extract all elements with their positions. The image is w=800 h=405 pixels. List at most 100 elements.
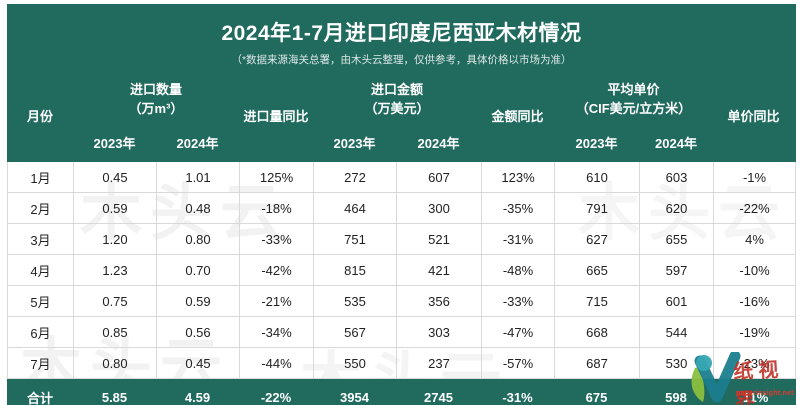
cell-amt-2023: 535 [314,286,397,317]
cell-price-yoy: 4% [714,224,795,255]
cell-month: 7月 [8,348,74,379]
cell-price-2023: 668 [555,317,640,348]
cell-amt-2024: 421 [397,255,482,286]
cell-qty-2024: 1.01 [157,162,240,193]
cell-price-2024: 544 [640,317,714,348]
col-header-avg-price: 平均单价 （CIF美元/立方米） [554,72,713,126]
table-row: 7月 0.80 0.45 -44% 550 237 -57% 687 530 -… [8,348,795,379]
cell-amt-2023: 815 [314,255,397,286]
page-subtitle: （*数据来源海关总署，由木头云整理，仅供参考，具体价格以市场为准） [231,54,572,66]
cell-price-2024: 601 [640,286,714,317]
table-header: 2024年1-7月进口印度尼西亚木材情况 （*数据来源海关总署，由木头云整理，仅… [7,4,796,162]
cell-amt-yoy: -47% [482,317,555,348]
col-header-import-quantity-line1: 进口数量 [129,81,182,97]
cell-amt-yoy: -57% [482,348,555,379]
total-amt-yoy: -31% [502,389,533,405]
col-header-quantity-yoy: 进口量同比 [243,109,309,125]
table-total-row: 合计 5.85 4.59 -22% 3954 2745 -31% 675 598… [7,382,796,405]
cell-price-2024: 597 [640,255,714,286]
cell-qty-2024: 0.56 [157,317,240,348]
total-price-yoy: -11% [738,389,769,405]
cell-amt-2023: 272 [314,162,397,193]
cell-amt-2024: 303 [397,317,482,348]
cell-amt-2024: 521 [397,224,482,255]
column-header-grid: 月份 进口数量 （万m³） 进口量同比 进口金额 （万美元） 金额同比 平均单价… [7,72,796,162]
cell-qty-2023: 0.80 [74,348,157,379]
table-body: 1月 0.45 1.01 125% 272 607 123% 610 603 -… [7,162,796,379]
total-qty-yoy: -22% [260,389,292,405]
cell-qty-yoy: -44% [240,348,314,379]
cell-qty-2023: 1.23 [74,255,157,286]
table-row: 4月 1.23 0.70 -42% 815 421 -48% 665 597 -… [8,255,795,286]
cell-qty-2024: 0.70 [157,255,240,286]
total-qty-2023: 5.85 [101,389,128,405]
cell-price-2023: 687 [555,348,640,379]
cell-price-2023: 791 [555,193,640,224]
cell-price-yoy: -22% [714,193,795,224]
cell-price-yoy: -1% [714,162,795,193]
col-header-amount-yoy: 金额同比 [491,109,544,125]
cell-qty-2024: 0.59 [157,286,240,317]
cell-price-2024: 620 [640,193,714,224]
paperinsight-logo: 纸视界 paperinsight.net [686,352,798,405]
cell-amt-2024: 356 [397,286,482,317]
cell-month: 1月 [8,162,74,193]
cell-price-2024: 530 [640,348,714,379]
cell-qty-2023: 0.45 [74,162,157,193]
cell-month: 3月 [8,224,74,255]
cell-amt-2023: 567 [314,317,397,348]
col-header-qty-2023: 2023年 [93,136,136,152]
total-separator-line [7,379,796,382]
col-header-amt-2023: 2023年 [333,136,376,152]
col-header-import-quantity: 进口数量 （万m³） [73,72,239,126]
cell-price-yoy: -23% [714,348,795,379]
timber-import-table: 2024年1-7月进口印度尼西亚木材情况 （*数据来源海关总署，由木头云整理，仅… [7,4,796,405]
cell-price-2023: 627 [555,224,640,255]
total-qty-2024: 4.59 [184,389,211,405]
page-title: 2024年1-7月进口印度尼西亚木材情况 [221,22,582,45]
cell-amt-2023: 464 [314,193,397,224]
cell-qty-yoy: -34% [240,317,314,348]
table-row: 6月 0.85 0.56 -34% 567 303 -47% 668 544 -… [8,317,795,348]
col-header-month: 月份 [26,109,53,125]
cell-price-2023: 715 [555,286,640,317]
cell-amt-2024: 237 [397,348,482,379]
total-price-2024: 598 [665,389,687,405]
cell-amt-2024: 607 [397,162,482,193]
total-month: 合计 [26,390,53,405]
table-row: 1月 0.45 1.01 125% 272 607 123% 610 603 -… [8,162,795,193]
col-header-import-amount-line2: （万美元） [364,101,430,116]
cell-amt-yoy: -35% [482,193,555,224]
col-header-qty-2024: 2024年 [176,136,219,152]
total-amt-2024: 2745 [424,389,453,405]
cell-qty-2024: 0.48 [157,193,240,224]
cell-qty-2023: 0.59 [74,193,157,224]
cell-month: 4月 [8,255,74,286]
cell-price-2023: 665 [555,255,640,286]
col-header-price-2023: 2023年 [575,136,618,152]
cell-month: 2月 [8,193,74,224]
cell-amt-2024: 300 [397,193,482,224]
col-header-avg-price-line2: （CIF美元/立方米） [575,101,692,116]
cell-price-2024: 655 [640,224,714,255]
col-header-import-quantity-line2: （万m³） [128,101,184,116]
col-header-amt-2024: 2024年 [417,136,460,152]
table-row: 5月 0.75 0.59 -21% 535 356 -33% 715 601 -… [8,286,795,317]
cell-qty-yoy: 125% [240,162,314,193]
cell-qty-yoy: -21% [240,286,314,317]
cell-qty-2024: 0.80 [157,224,240,255]
paperinsight-site-text: paperinsight.net [736,390,794,397]
cell-qty-2023: 0.85 [74,317,157,348]
cell-qty-yoy: -42% [240,255,314,286]
cell-amt-2023: 751 [314,224,397,255]
cell-price-2023: 610 [555,162,640,193]
cell-amt-2023: 550 [314,348,397,379]
table-row: 2月 0.59 0.48 -18% 464 300 -35% 791 620 -… [8,193,795,224]
cell-month: 6月 [8,317,74,348]
cell-qty-yoy: -18% [240,193,314,224]
cell-amt-yoy: 123% [482,162,555,193]
cell-qty-yoy: -33% [240,224,314,255]
paperinsight-logo-text: 纸视界 [732,359,784,405]
cell-qty-2023: 1.20 [74,224,157,255]
cell-qty-2023: 0.75 [74,286,157,317]
